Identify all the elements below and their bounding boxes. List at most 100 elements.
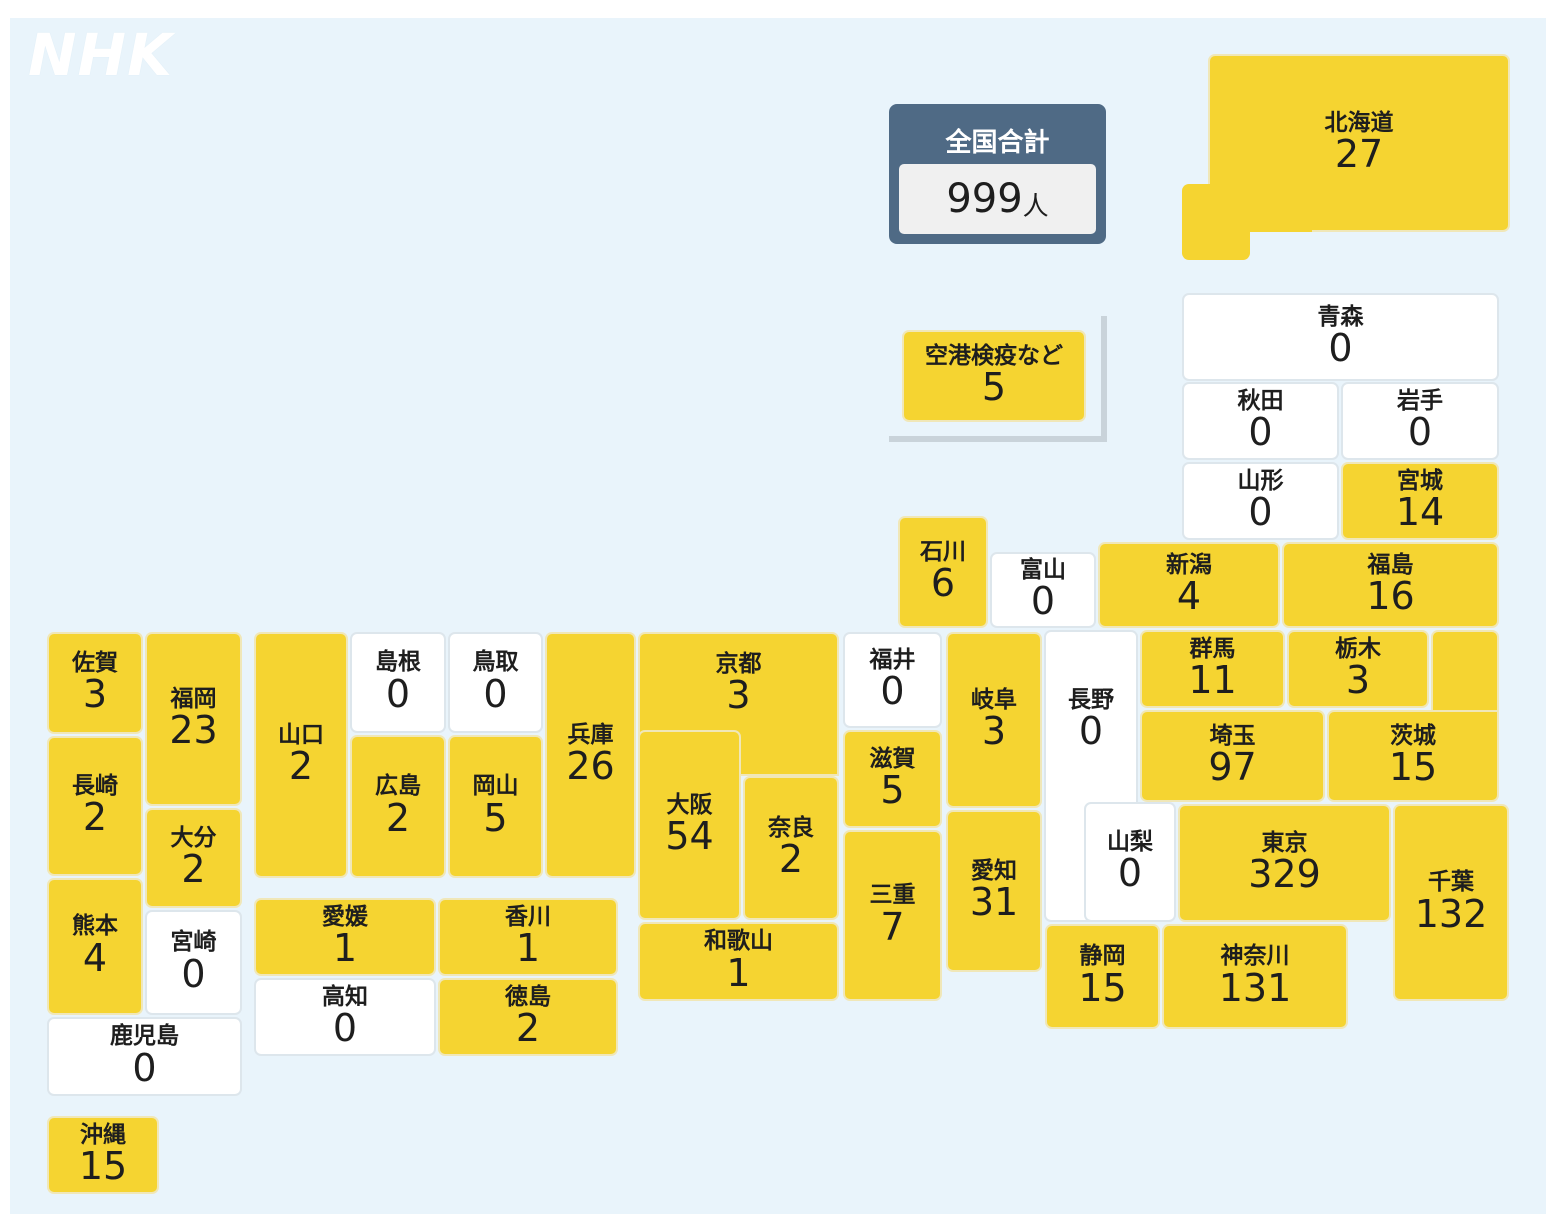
pref-count: 0 [1248,410,1273,455]
pref-count: 2 [515,1006,541,1051]
pref-name: 長野 [1068,687,1114,713]
pref-name: 空港検疫など [925,342,1063,369]
pref-name: 佐賀 [72,649,118,676]
pref-name: 滋賀 [869,745,916,772]
pref-count: 2 [82,795,108,840]
pref-fukushima[interactable]: 福島 16 [1282,542,1499,628]
pref-name: 岩手 [1397,387,1443,414]
pref-name: 石川 [920,538,966,565]
pref-nara[interactable]: 奈良 2 [743,776,839,920]
pref-count: 0 [1407,410,1433,455]
pref-chiba[interactable]: 千葉 132 [1393,804,1509,1001]
pref-tokyo[interactable]: 東京 329 [1178,804,1391,922]
pref-count: 4 [1176,574,1202,619]
pref-nagasaki[interactable]: 長崎 2 [47,736,143,876]
pref-name: 奈良 [768,814,814,841]
pref-akita[interactable]: 秋田 0 [1182,382,1339,460]
pref-tokushima[interactable]: 徳島 2 [438,978,618,1056]
pref-count: 23 [169,708,218,753]
pref-name: 鹿児島 [110,1023,179,1050]
pref-count: 132 [1414,891,1488,936]
pref-fukui[interactable]: 福井 0 [843,632,942,728]
pref-miyazaki[interactable]: 宮崎 0 [145,910,242,1015]
pref-saga[interactable]: 佐賀 3 [47,632,143,734]
pref-name: 富山 [1020,556,1066,583]
pref-wakayama[interactable]: 和歌山 1 [638,922,839,1001]
pref-fukuoka[interactable]: 福岡 23 [145,632,242,806]
pref-hokkaido-part[interactable] [1182,222,1250,260]
pref-kagawa[interactable]: 香川 1 [438,898,618,976]
pref-name: 新潟 [1166,551,1212,578]
pref-count: 131 [1218,965,1292,1010]
pref-name: 静岡 [1079,943,1126,970]
pref-count: 15 [78,1144,128,1189]
pref-kochi[interactable]: 高知 0 [254,978,436,1056]
airport-frame-divider [1101,316,1107,442]
pref-airport-quarantine[interactable]: 空港検疫など 5 [902,330,1086,422]
pref-gunma[interactable]: 群馬 11 [1140,630,1285,708]
pref-kumamoto[interactable]: 熊本 4 [47,878,143,1015]
pref-name: 東京 [1261,829,1308,856]
pref-name: 島根 [375,649,421,676]
pref-hiroshima[interactable]: 広島 2 [350,735,446,878]
pref-kanagawa[interactable]: 神奈川 131 [1162,924,1348,1029]
pref-hyogo[interactable]: 兵庫 26 [545,632,636,878]
pref-count: 5 [483,795,508,840]
pref-name: 大阪 [666,791,713,818]
pref-count: 26 [566,744,615,789]
total-value: 999 人 [899,164,1096,234]
pref-ehime[interactable]: 愛媛 1 [254,898,436,976]
pref-count: 329 [1248,852,1321,897]
pref-mie[interactable]: 三重 7 [843,830,942,1001]
pref-tochigi[interactable]: 栃木 3 [1287,630,1429,708]
pref-tottori[interactable]: 鳥取 0 [448,632,543,733]
pref-count: 0 [1117,851,1143,896]
pref-name: 山梨 [1107,828,1153,855]
pref-yamaguchi[interactable]: 山口 2 [254,632,348,878]
pref-name: 熊本 [72,913,118,940]
pref-shizuoka[interactable]: 静岡 15 [1045,924,1160,1029]
pref-name: 山口 [278,721,324,748]
pref-name: 北海道 [1324,109,1394,136]
pref-count: 2 [181,847,206,892]
pref-name: 大分 [170,824,217,851]
pref-yamanashi[interactable]: 山梨 0 [1084,802,1176,922]
pref-count: 3 [981,709,1007,754]
total-count: 999 [946,176,1023,222]
pref-ibaraki[interactable]: 茨城 15 [1327,710,1499,802]
pref-count: 7 [880,904,905,949]
pref-name: 愛知 [971,857,1017,884]
pref-osaka[interactable]: 大阪 54 [638,730,741,920]
pref-name: 高知 [322,983,368,1010]
pref-okinawa[interactable]: 沖縄 15 [47,1116,159,1194]
pref-gifu[interactable]: 岐阜 3 [946,632,1042,808]
pref-count: 1 [332,926,358,971]
pref-ibaraki-part[interactable] [1431,630,1499,712]
pref-count: 27 [1334,132,1384,177]
pref-toyama[interactable]: 富山 0 [990,552,1096,628]
pref-name: 埼玉 [1209,722,1256,749]
pref-count: 15 [1388,745,1438,790]
pref-aichi[interactable]: 愛知 31 [946,810,1042,972]
pref-name: 沖縄 [80,1121,126,1148]
pref-shimane[interactable]: 島根 0 [350,632,446,733]
pref-count: 0 [1328,326,1353,371]
pref-name: 京都 [715,651,762,677]
pref-name: 山形 [1237,467,1284,494]
pref-niigata[interactable]: 新潟 4 [1098,542,1280,628]
pref-ishikawa[interactable]: 石川 6 [898,516,988,628]
pref-shiga[interactable]: 滋賀 5 [843,730,942,828]
pref-aomori[interactable]: 青森 0 [1182,293,1499,381]
pref-miyagi[interactable]: 宮城 14 [1341,462,1499,540]
pref-count: 1 [726,950,751,995]
airport-frame-divider [889,436,1107,442]
pref-iwate[interactable]: 岩手 0 [1341,382,1499,460]
pref-kagoshima[interactable]: 鹿児島 0 [47,1017,242,1096]
pref-count: 97 [1208,745,1257,790]
pref-count: 0 [132,1045,157,1090]
pref-count: 0 [1030,579,1056,624]
pref-saitama[interactable]: 埼玉 97 [1140,710,1325,802]
pref-okayama[interactable]: 岡山 5 [448,735,543,878]
pref-oita[interactable]: 大分 2 [145,808,242,908]
pref-yamagata[interactable]: 山形 0 [1182,462,1339,540]
